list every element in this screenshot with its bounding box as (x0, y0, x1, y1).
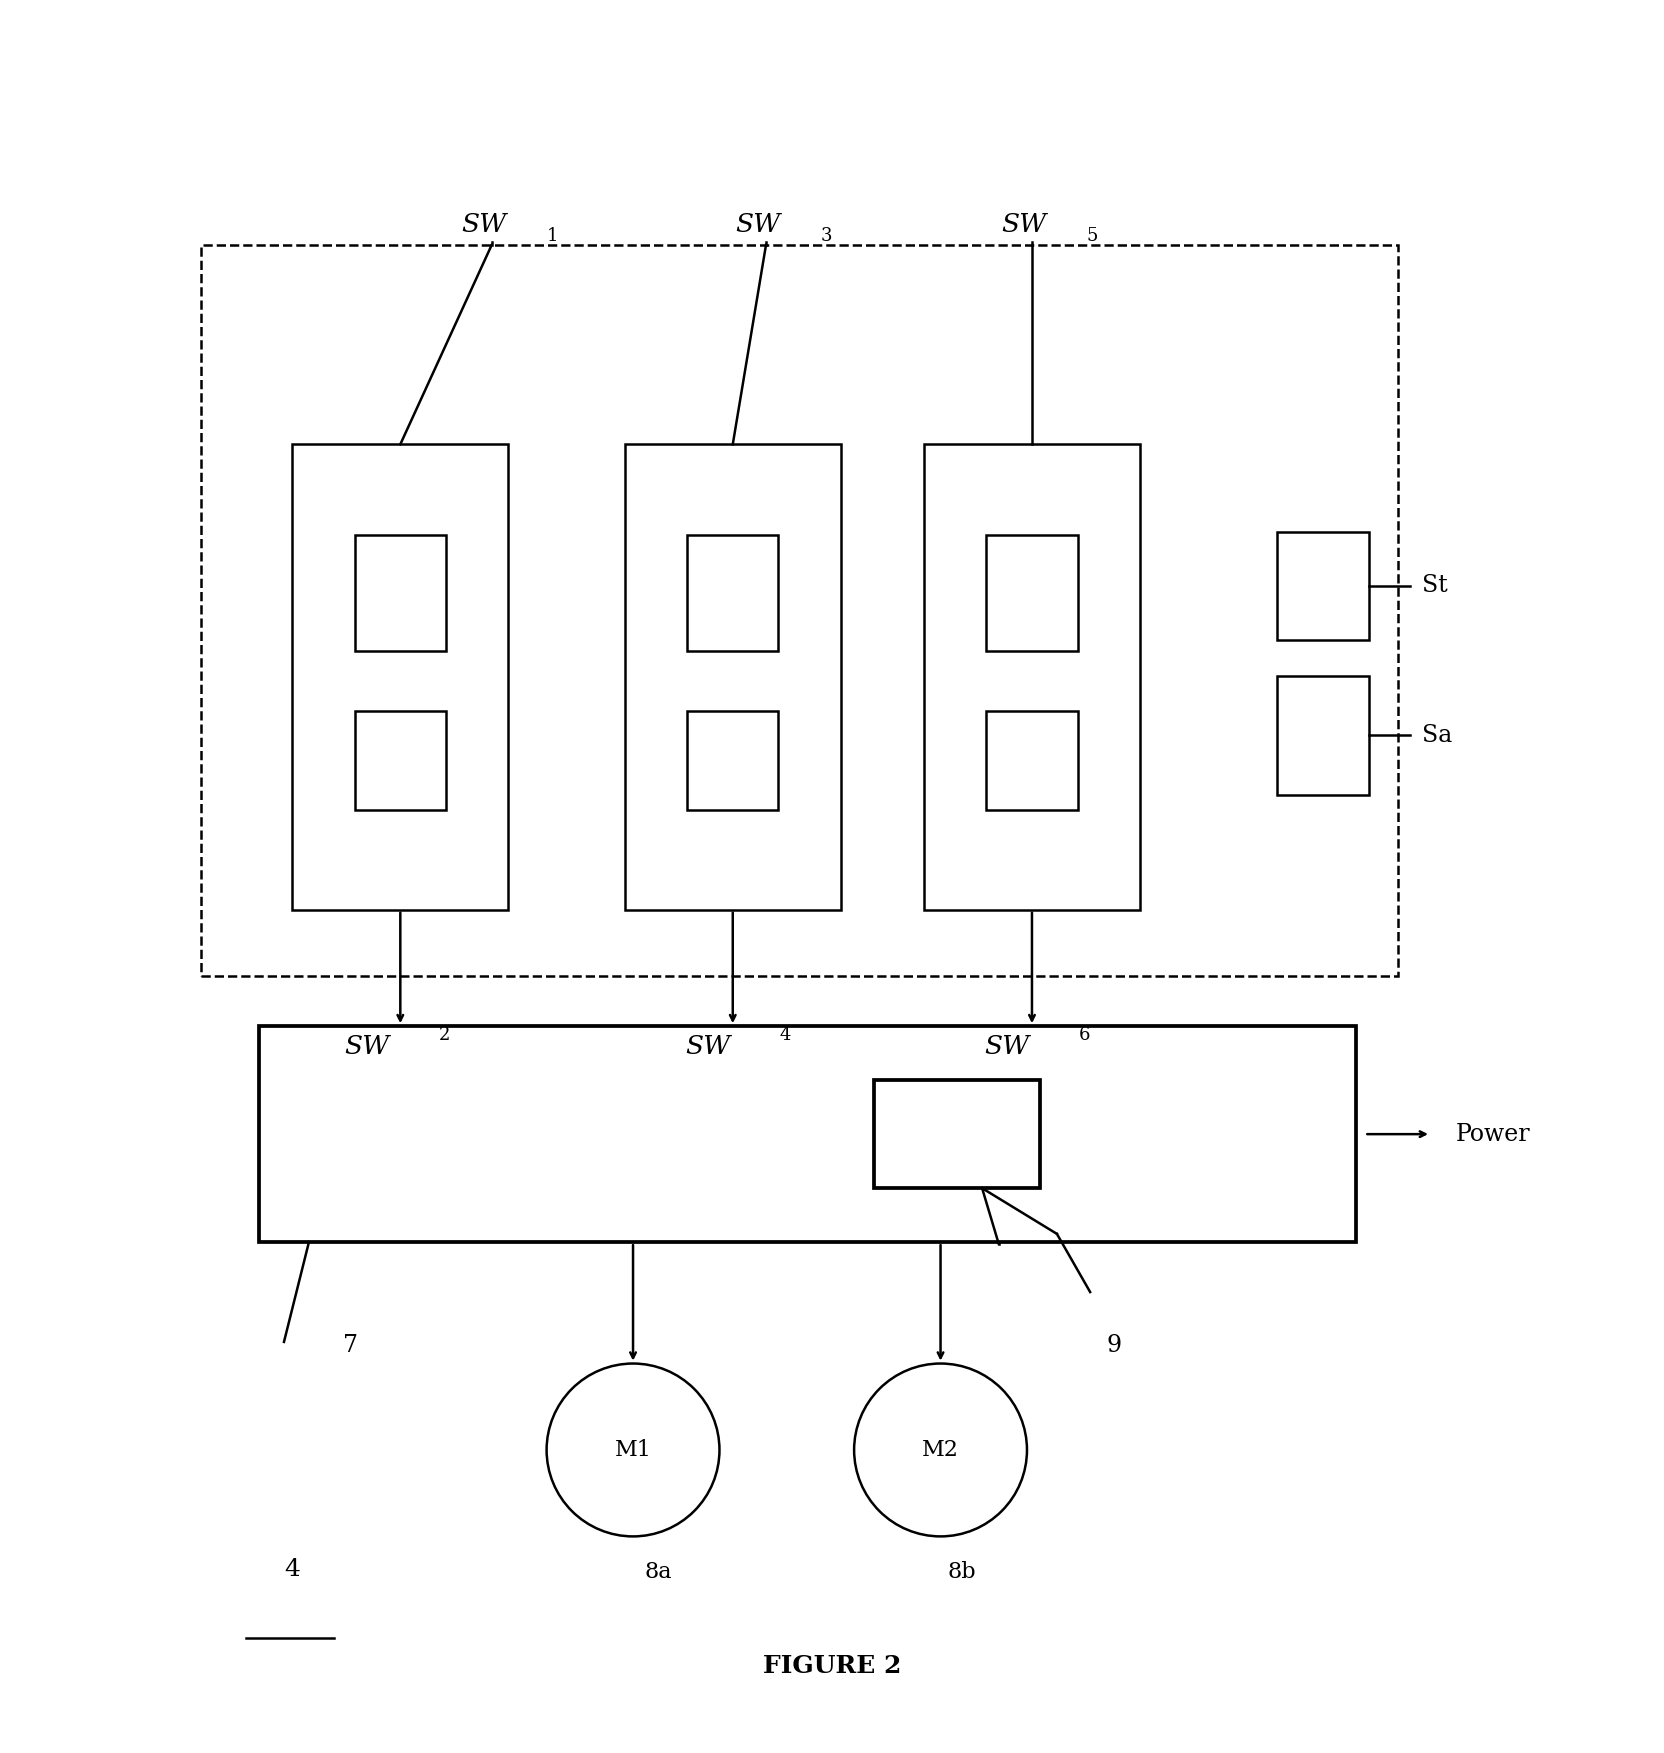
Text: 1: 1 (546, 226, 557, 245)
Text: Power: Power (1454, 1122, 1529, 1146)
Bar (354, 712, 446, 810)
Text: SW: SW (344, 1034, 389, 1059)
Text: Sa: Sa (1421, 724, 1451, 747)
Text: SW: SW (461, 212, 506, 237)
Bar (1276, 531, 1368, 640)
Text: 9: 9 (1107, 1334, 1122, 1357)
Bar (354, 535, 446, 652)
Text: FIGURE 2: FIGURE 2 (762, 1655, 902, 1678)
Text: 8b: 8b (947, 1562, 975, 1583)
Text: M2: M2 (922, 1439, 958, 1460)
Bar (293, 444, 508, 910)
Bar (924, 444, 1140, 910)
Text: SW: SW (983, 1034, 1028, 1059)
Text: SW: SW (686, 1034, 730, 1059)
Text: 8a: 8a (644, 1562, 671, 1583)
Bar (624, 444, 840, 910)
Text: 7: 7 (343, 1334, 358, 1357)
Text: 6: 6 (1078, 1026, 1090, 1045)
Text: 2: 2 (438, 1026, 449, 1045)
Bar (687, 535, 779, 652)
Text: M1: M1 (614, 1439, 651, 1460)
Text: 5: 5 (1087, 226, 1098, 245)
Circle shape (546, 1364, 719, 1536)
Bar (985, 535, 1077, 652)
Text: 4: 4 (779, 1026, 790, 1045)
Bar (687, 712, 779, 810)
Bar (874, 1080, 1040, 1189)
Circle shape (854, 1364, 1027, 1536)
Text: SW: SW (734, 212, 780, 237)
Bar (201, 245, 1396, 976)
Bar (260, 1026, 1354, 1243)
Bar (1276, 677, 1368, 794)
Text: St: St (1421, 575, 1446, 598)
Bar (985, 712, 1077, 810)
Text: SW: SW (1000, 212, 1045, 237)
Text: 3: 3 (820, 226, 832, 245)
Text: 4: 4 (285, 1558, 300, 1581)
